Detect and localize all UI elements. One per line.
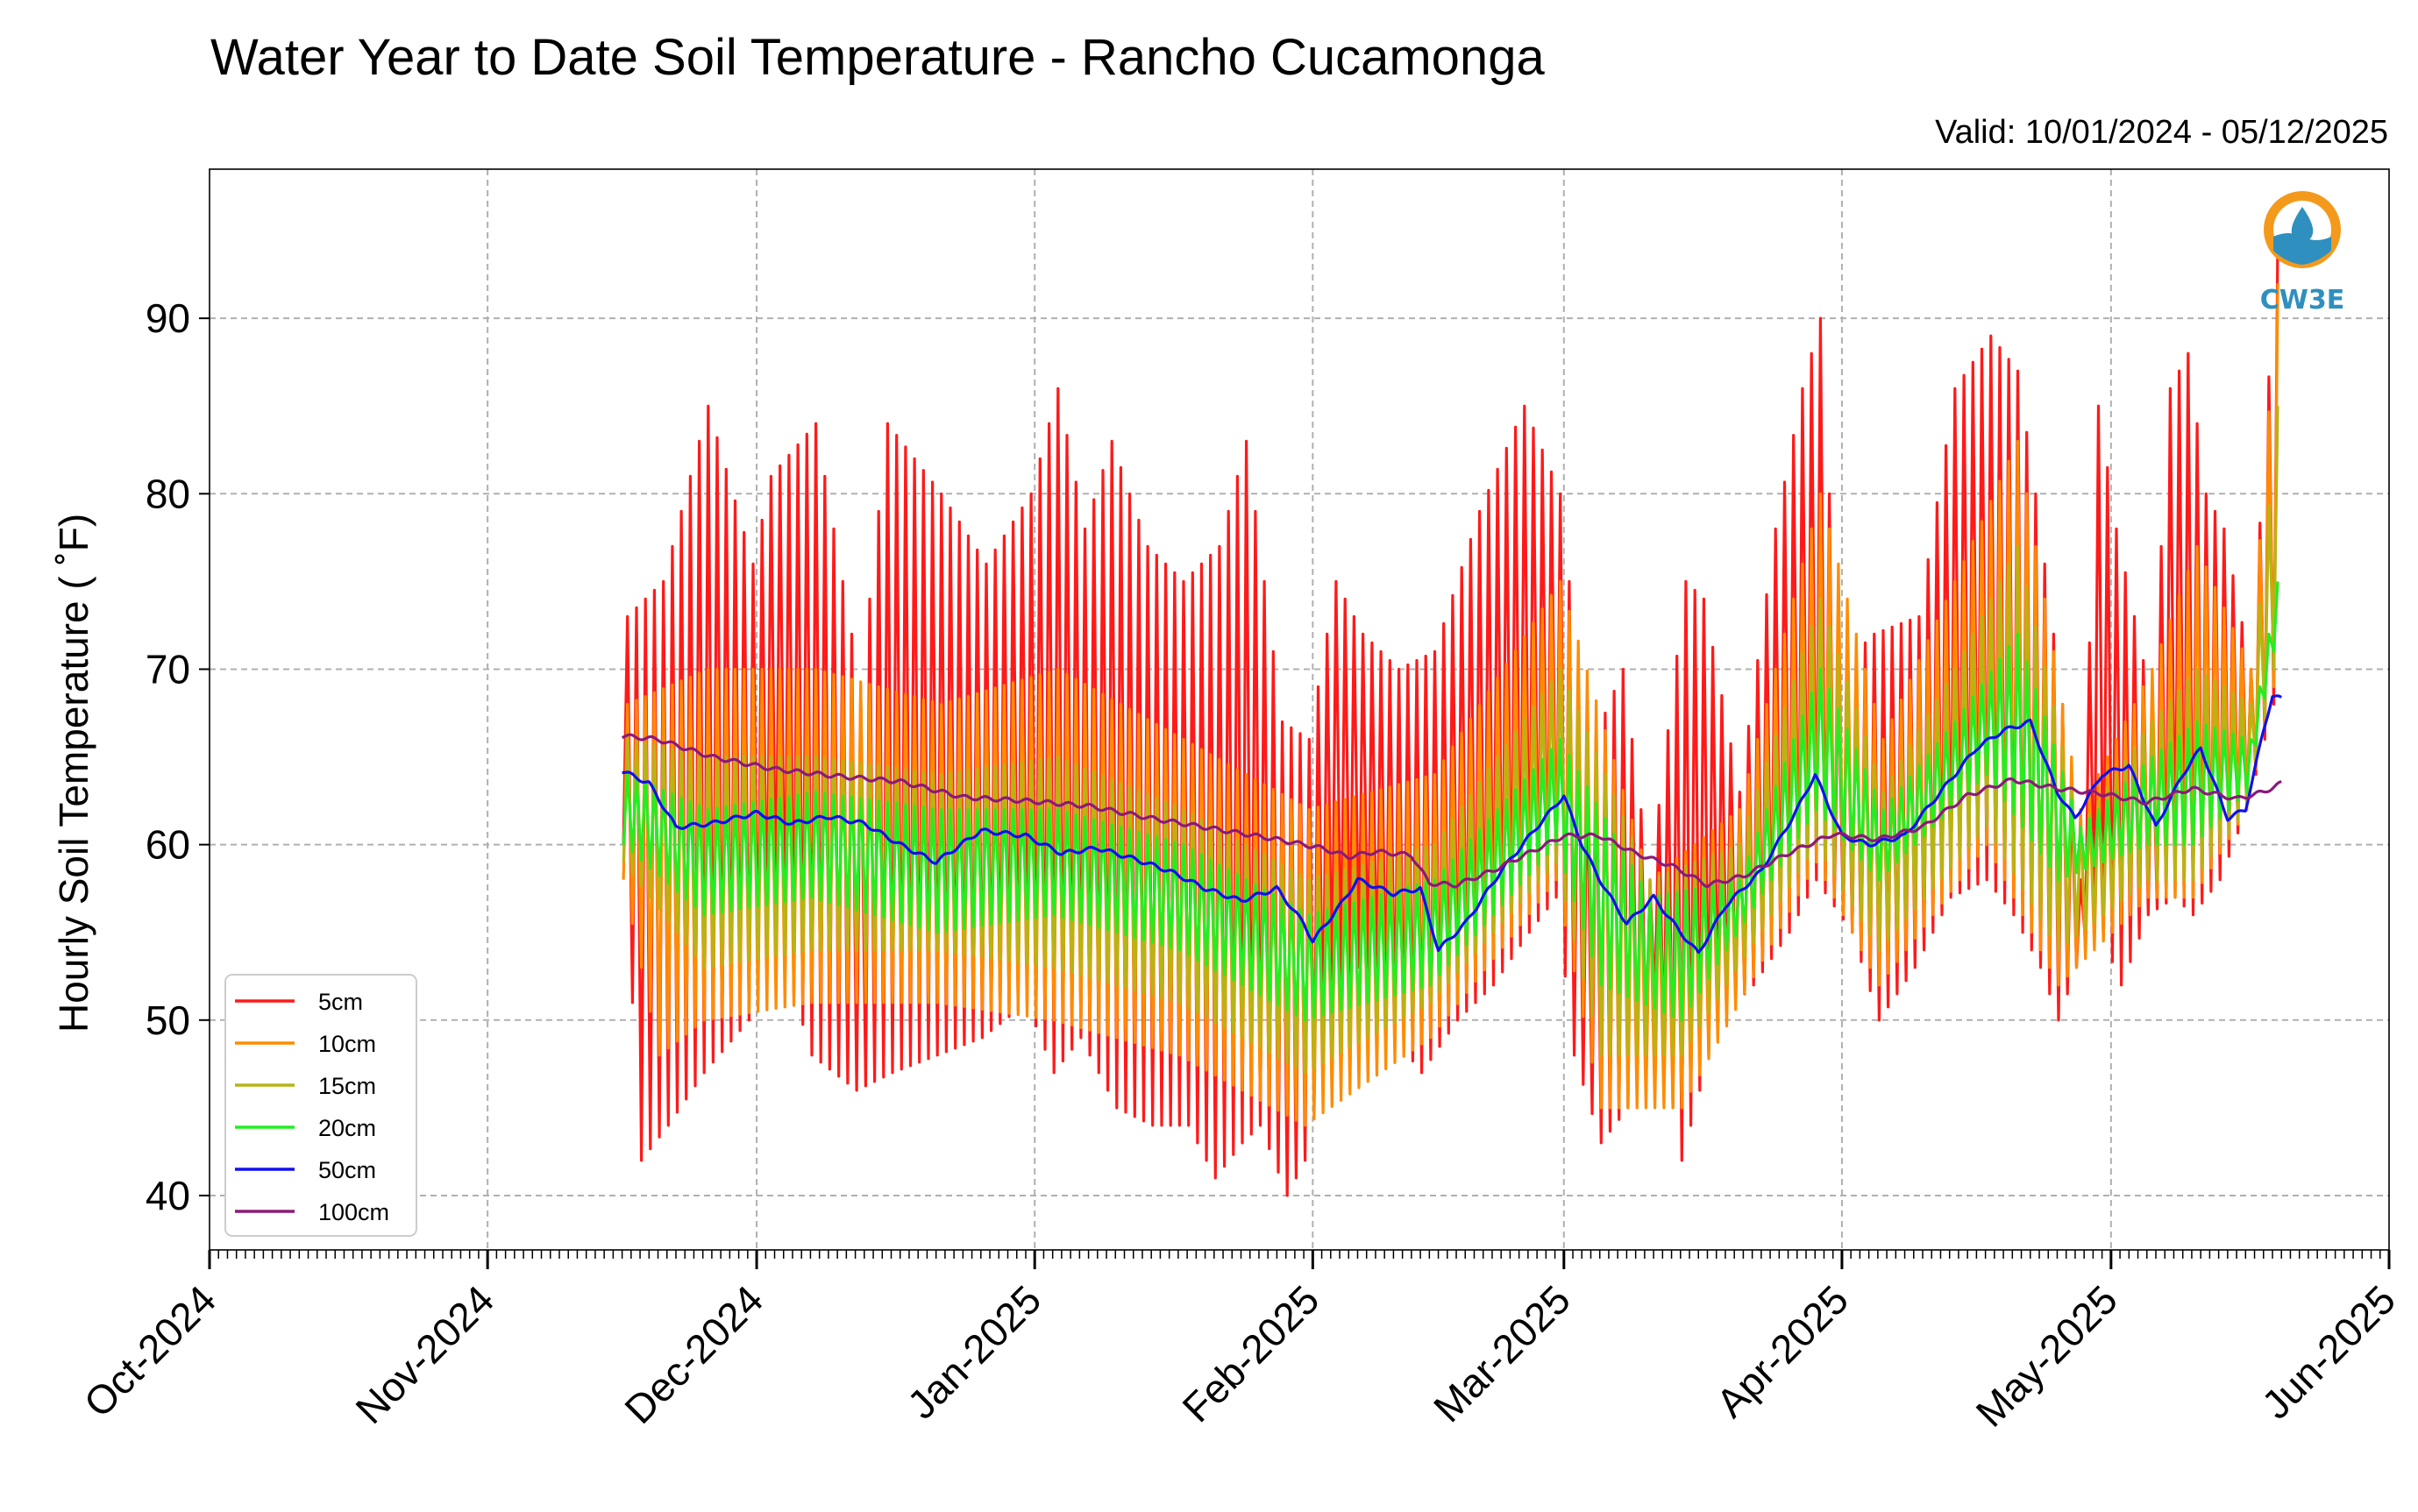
logo-text: CW3E <box>2260 285 2344 316</box>
y-tick-label: 40 <box>146 1173 190 1218</box>
y-axis-label: Hourly Soil Temperature ( ˚F) <box>51 514 96 1033</box>
cw3e-logo: CW3E <box>2260 191 2344 316</box>
y-tick-label: 60 <box>146 822 190 868</box>
y-tick-label: 50 <box>146 997 190 1043</box>
chart-subtitle: Valid: 10/01/2024 - 05/12/2025 <box>1935 114 2388 151</box>
series-lines <box>622 231 2282 1197</box>
legend-label-100cm: 100cm <box>318 1199 389 1225</box>
legend-label-10cm: 10cm <box>318 1031 376 1057</box>
legend-label-20cm: 20cm <box>318 1115 376 1141</box>
chart-title: Water Year to Date Soil Temperature - Ra… <box>210 29 1545 86</box>
legend-label-5cm: 5cm <box>318 989 363 1015</box>
legend-label-15cm: 15cm <box>318 1073 376 1099</box>
y-tick-label: 90 <box>146 295 190 341</box>
series-line-50cm <box>622 694 2282 955</box>
logo-wave-icon <box>2273 233 2331 265</box>
plot-frame <box>209 168 2390 1251</box>
y-tick-label: 80 <box>146 471 190 516</box>
legend-label-50cm: 50cm <box>318 1157 376 1183</box>
series-line-100cm <box>622 733 2282 889</box>
y-tick-label: 70 <box>146 646 190 692</box>
logo-drop-icon <box>2291 207 2314 242</box>
legend: 5cm 10cm 15cm 20cm 50cm 100cm <box>224 974 417 1237</box>
